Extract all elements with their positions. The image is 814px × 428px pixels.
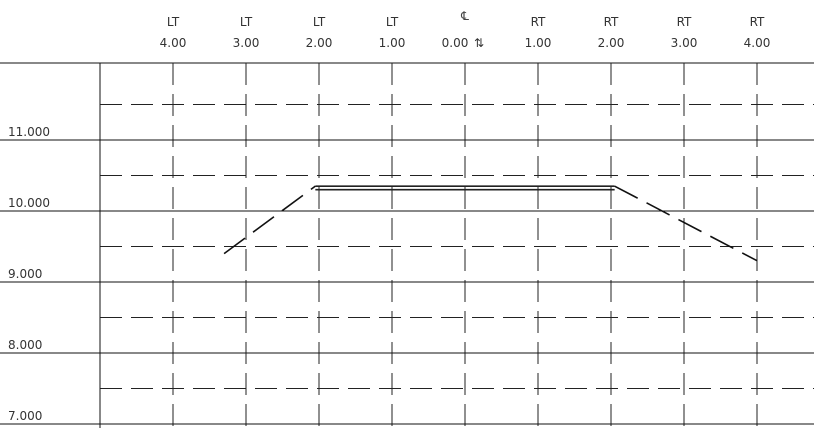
offset-side-label: LT — [240, 15, 253, 29]
offset-side-label: RT — [604, 15, 619, 29]
elevation-labels: 11.000 10.000 9.000 8.000 7.000 — [8, 125, 50, 423]
offset-header: LT 4.00 LT 3.00 LT 2.00 LT 1.00 ℄ 0.00 ⇅ RT 1.00 RT 2.… — [160, 9, 771, 50]
offset-value-label: 0.00 — [442, 36, 469, 50]
offset-value-label: 4.00 — [160, 36, 187, 50]
offset-side-label: RT — [750, 15, 765, 29]
drawing-frame — [0, 62, 814, 428]
centerline-symbol: ℄ — [460, 9, 469, 23]
offset-side-label: LT — [167, 15, 180, 29]
offset-value-label: 3.00 — [233, 36, 260, 50]
offset-side-label: LT — [386, 15, 399, 29]
elevation-label: 10.000 — [8, 196, 50, 210]
road-profile — [223, 185, 758, 262]
offset-value-label: 3.00 — [671, 36, 698, 50]
left-side-slope — [223, 185, 316, 255]
section-grid — [0, 63, 814, 428]
offset-value-label: 4.00 — [744, 36, 771, 50]
centerline-mark: ⇅ — [474, 36, 484, 50]
elevation-label: 7.000 — [8, 409, 42, 423]
offset-side-label: RT — [531, 15, 546, 29]
offset-value-label: 2.00 — [598, 36, 625, 50]
elevation-label: 8.000 — [8, 338, 42, 352]
elevation-label: 11.000 — [8, 125, 50, 139]
offset-value-label: 2.00 — [306, 36, 333, 50]
offset-side-label: LT — [313, 15, 326, 29]
offset-side-label: RT — [677, 15, 692, 29]
offset-value-label: 1.00 — [525, 36, 552, 50]
right-side-slope — [614, 185, 758, 262]
offset-value-label: 1.00 — [379, 36, 406, 50]
elevation-label: 9.000 — [8, 267, 42, 281]
